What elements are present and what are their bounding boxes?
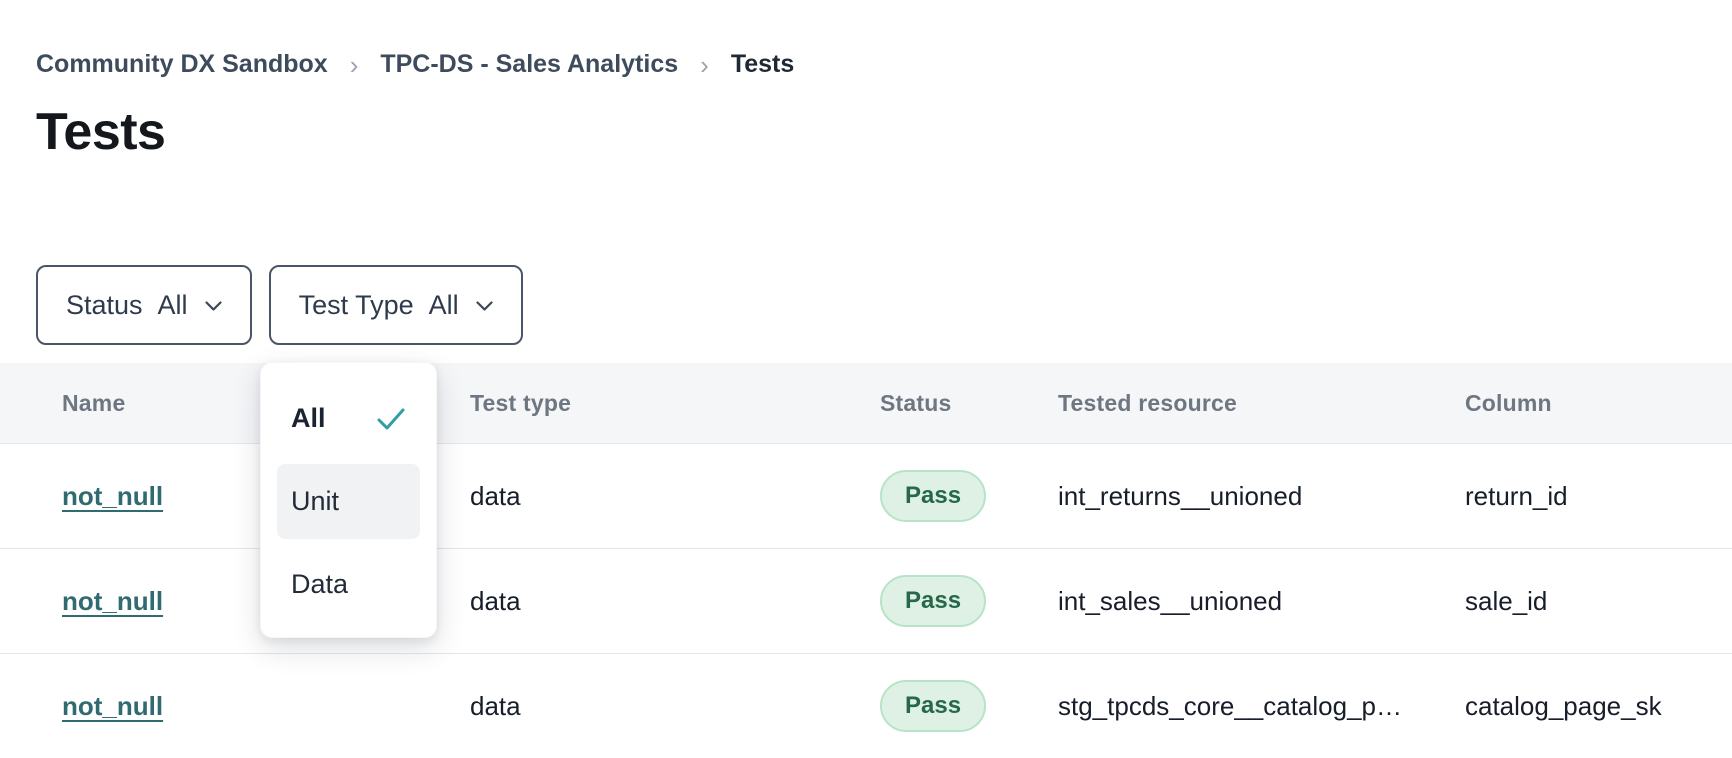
test-type-cell: data: [470, 480, 521, 511]
column-cell: sale_id: [1465, 585, 1548, 616]
column-cell: catalog_page_sk: [1465, 690, 1662, 721]
dropdown-option-label: Data: [291, 569, 349, 599]
dropdown-option-data[interactable]: Data: [277, 547, 420, 622]
tested-resource-cell: int_returns__unioned: [1058, 480, 1303, 511]
breadcrumb-separator-icon: ›: [349, 49, 359, 80]
breadcrumb-item-project[interactable]: Community DX Sandbox: [36, 50, 328, 78]
test-name-link[interactable]: not_null: [62, 690, 164, 721]
test-type-filter-button[interactable]: Test Type All: [268, 265, 523, 345]
dropdown-option-label: Unit: [291, 486, 340, 516]
chevron-down-icon: [476, 301, 493, 312]
column-cell: return_id: [1465, 480, 1568, 511]
tested-resource-cell: stg_tpcds_core__catalog_p…: [1058, 690, 1403, 721]
column-header-tested-resource: Tested resource: [1058, 389, 1237, 416]
page-title: Tests: [36, 103, 166, 161]
test-type-cell: data: [470, 690, 521, 721]
dropdown-option-all[interactable]: All: [277, 381, 420, 456]
table-row: not_null data Pass stg_tpcds_core__catal…: [0, 653, 1732, 758]
tested-resource-cell: int_sales__unioned: [1058, 585, 1283, 616]
test-name-link[interactable]: not_null: [62, 480, 164, 511]
status-filter-button[interactable]: Status All: [36, 265, 252, 345]
status-badge: Pass: [880, 680, 987, 732]
column-header-name: Name: [62, 389, 126, 416]
breadcrumb-separator-icon: ›: [700, 49, 709, 80]
status-badge: Pass: [880, 470, 987, 522]
test-type-filter-value: All: [428, 289, 459, 320]
test-type-dropdown-menu: All Unit Data: [260, 362, 437, 638]
check-icon: [376, 407, 406, 431]
column-header-column: Column: [1465, 389, 1552, 416]
breadcrumb-item-tests[interactable]: Tests: [730, 50, 795, 78]
status-filter-label: Status: [66, 289, 143, 320]
chevron-down-icon: [204, 301, 222, 312]
breadcrumb: Community DX Sandbox › TPC-DS - Sales An…: [36, 50, 794, 79]
status-filter-value: All: [157, 289, 188, 320]
dropdown-option-unit[interactable]: Unit: [277, 464, 420, 539]
test-type-filter-label: Test Type: [298, 289, 414, 320]
test-name-link[interactable]: not_null: [62, 585, 164, 616]
breadcrumb-item-environment[interactable]: TPC-DS - Sales Analytics: [380, 50, 679, 78]
column-header-status: Status: [880, 389, 952, 416]
status-badge: Pass: [880, 575, 987, 627]
dropdown-option-label: All: [291, 403, 326, 433]
column-header-test-type: Test type: [470, 389, 572, 416]
test-type-cell: data: [470, 585, 521, 616]
filter-bar: Status All Test Type All: [36, 265, 523, 345]
